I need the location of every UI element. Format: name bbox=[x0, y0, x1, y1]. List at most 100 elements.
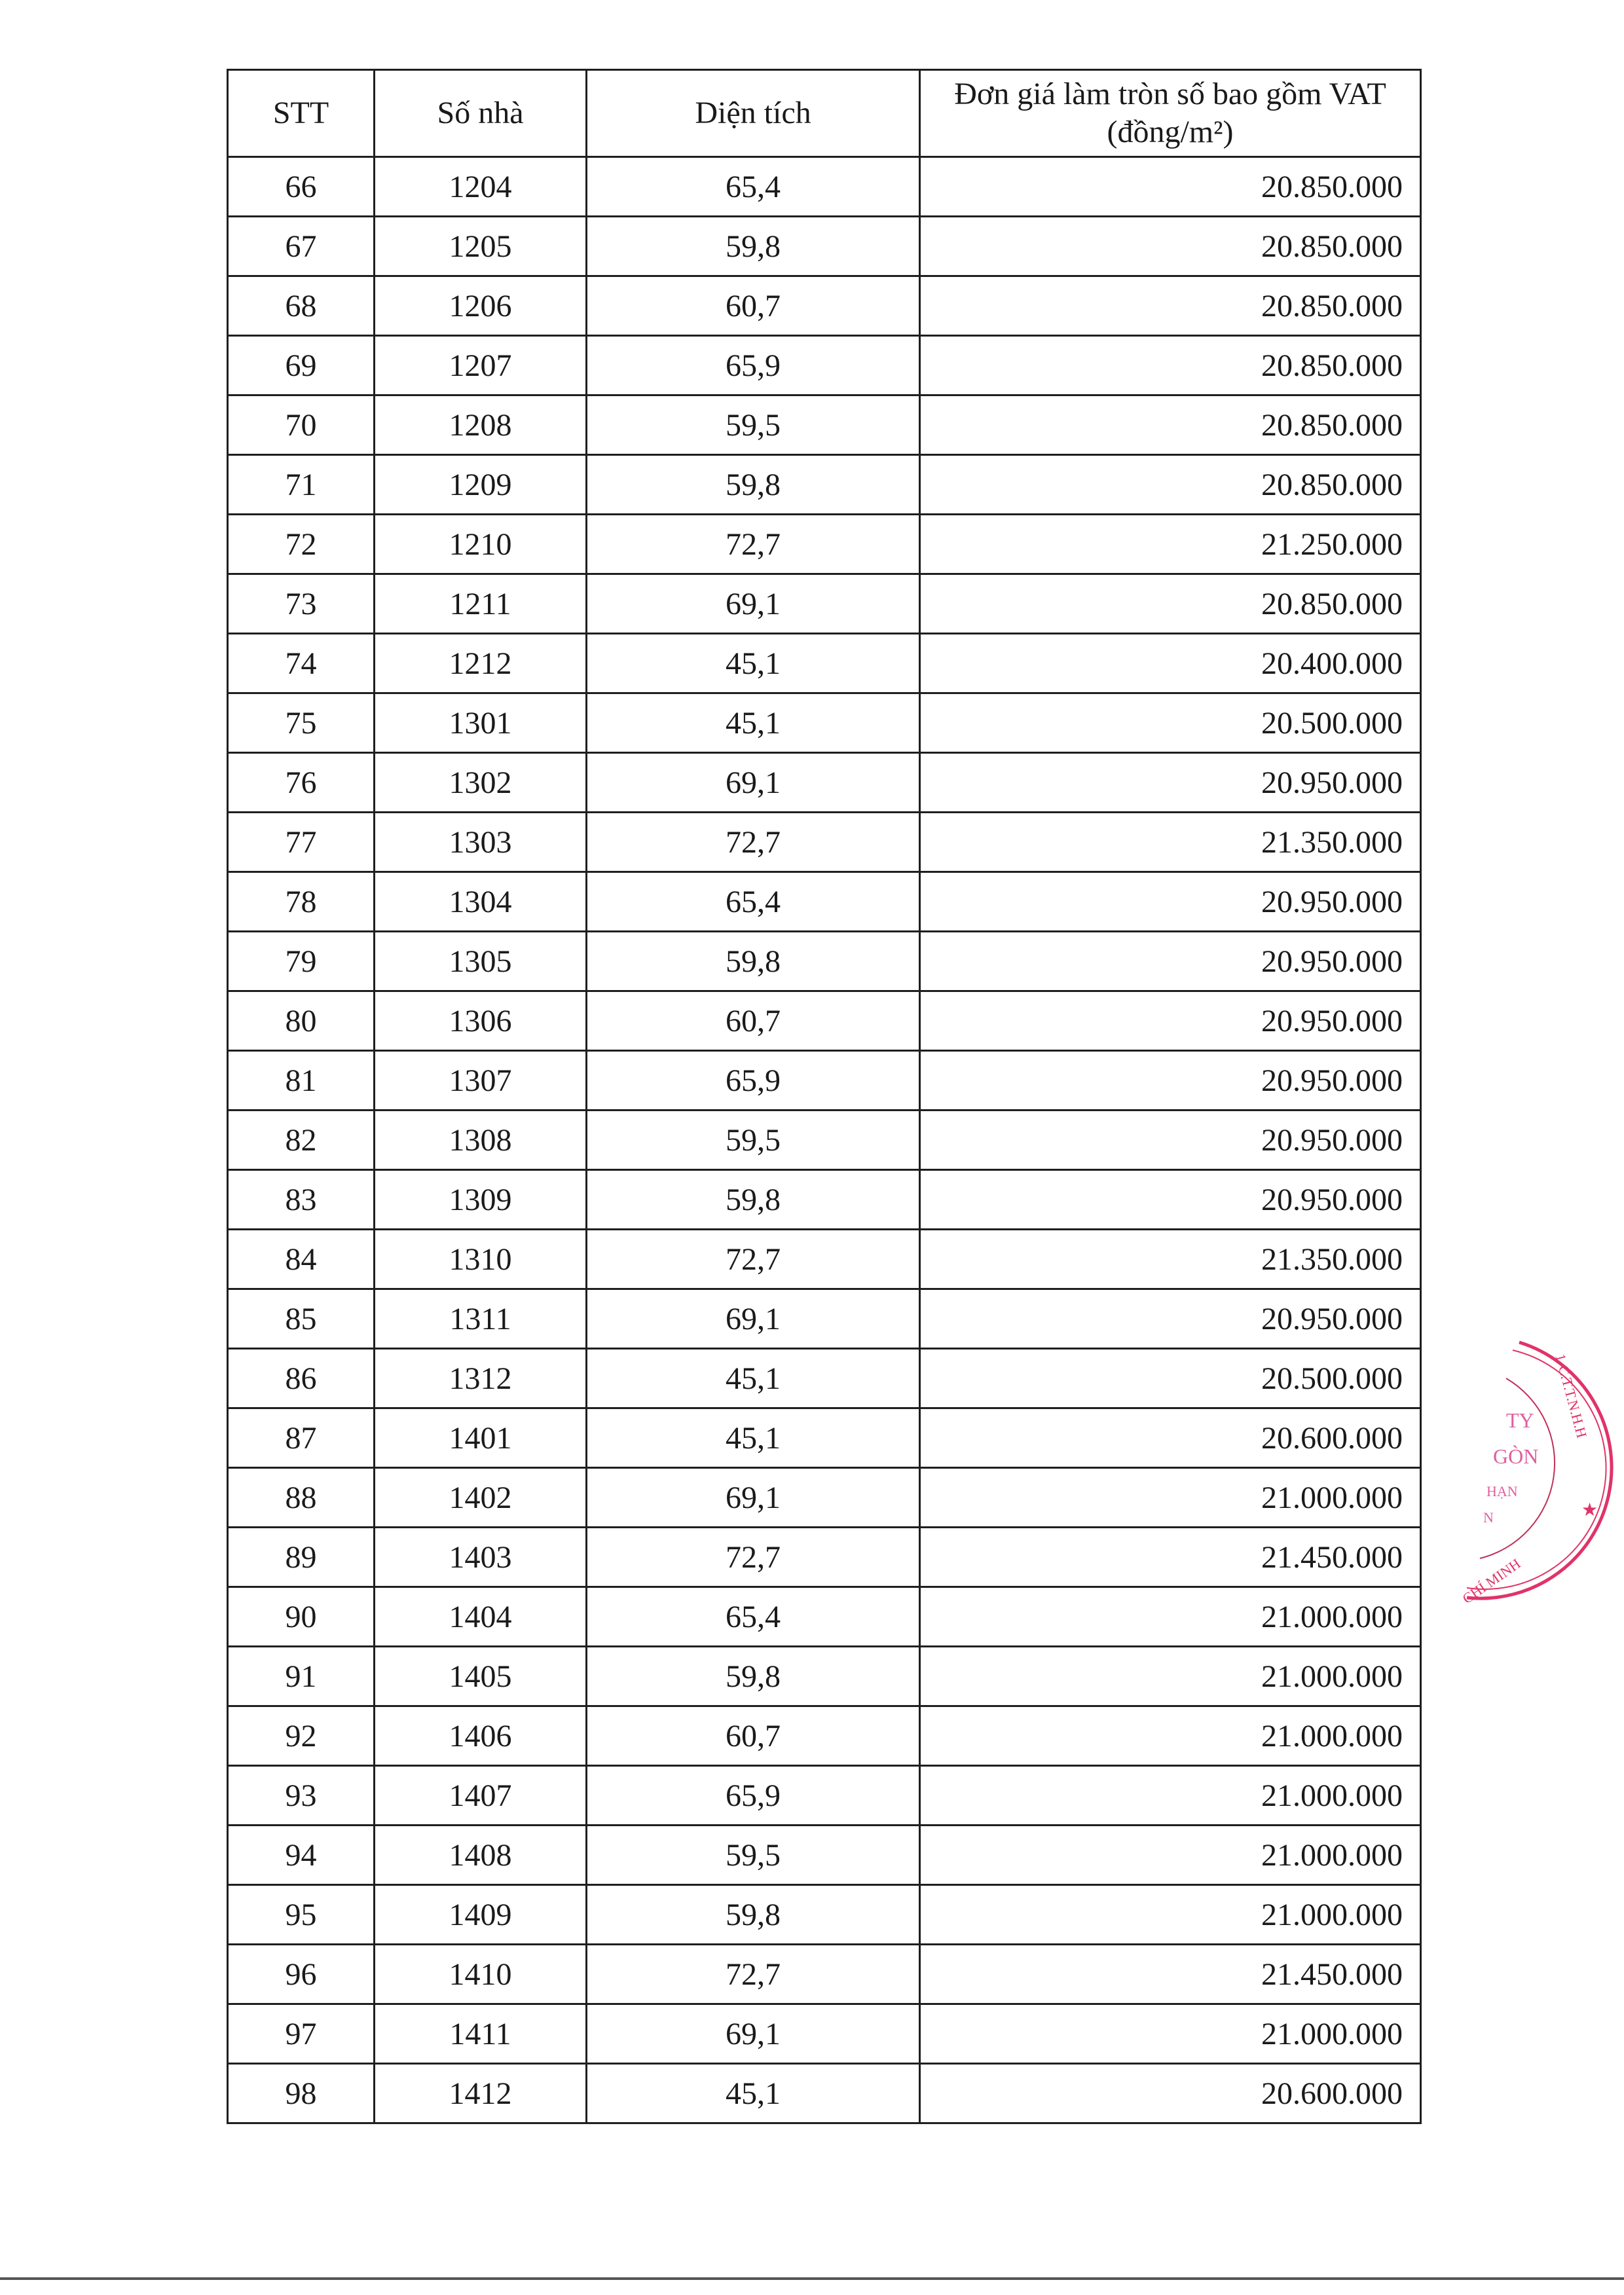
cell-area: 59,8 bbox=[585, 1884, 921, 1945]
cell-house-number: 1405 bbox=[373, 1645, 587, 1707]
cell-stt: 81 bbox=[227, 1050, 375, 1111]
cell-area: 65,4 bbox=[585, 1586, 921, 1647]
cell-unit-price: 20.500.000 bbox=[919, 1348, 1422, 1409]
company-stamp: 1-C.T.T.N.H.H CHÍ MINH ★ TY GÒN HẠN N bbox=[1460, 1340, 1614, 1607]
table-row: 70 1208 59,5 20.850.000 bbox=[227, 394, 1422, 456]
cell-house-number: 1312 bbox=[373, 1348, 587, 1409]
cell-area: 59,5 bbox=[585, 1109, 921, 1171]
table-row: 92 1406 60,7 21.000.000 bbox=[227, 1705, 1422, 1767]
price-table: STT Số nhà Diện tích Đơn giá làm tròn số… bbox=[227, 69, 1422, 2124]
table-row: 80 1306 60,7 20.950.000 bbox=[227, 990, 1422, 1052]
cell-stt: 90 bbox=[227, 1586, 375, 1647]
header-stt: STT bbox=[227, 69, 375, 158]
stamp-text-inner-3: HẠN bbox=[1486, 1483, 1518, 1499]
header-house-number: Số nhà bbox=[373, 69, 587, 158]
cell-house-number: 1304 bbox=[373, 871, 587, 932]
table-row: 84 1310 72,7 21.350.000 bbox=[227, 1228, 1422, 1290]
cell-area: 65,4 bbox=[585, 871, 921, 932]
cell-area: 72,7 bbox=[585, 1943, 921, 2005]
cell-stt: 78 bbox=[227, 871, 375, 932]
table-row: 67 1205 59,8 20.850.000 bbox=[227, 215, 1422, 277]
cell-house-number: 1404 bbox=[373, 1586, 587, 1647]
cell-area: 60,7 bbox=[585, 275, 921, 337]
cell-unit-price: 21.000.000 bbox=[919, 1467, 1422, 1528]
cell-unit-price: 20.950.000 bbox=[919, 1288, 1422, 1349]
cell-house-number: 1212 bbox=[373, 633, 587, 694]
cell-stt: 88 bbox=[227, 1467, 375, 1528]
cell-area: 69,1 bbox=[585, 2003, 921, 2065]
cell-house-number: 1411 bbox=[373, 2003, 587, 2065]
table-row: 86 1312 45,1 20.500.000 bbox=[227, 1348, 1422, 1409]
cell-unit-price: 20.850.000 bbox=[919, 573, 1422, 634]
cell-unit-price: 20.950.000 bbox=[919, 990, 1422, 1052]
table-row: 85 1311 69,1 20.950.000 bbox=[227, 1288, 1422, 1349]
cell-stt: 84 bbox=[227, 1228, 375, 1290]
cell-unit-price: 21.450.000 bbox=[919, 1526, 1422, 1588]
table-row: 88 1402 69,1 21.000.000 bbox=[227, 1467, 1422, 1528]
stamp-text-outer: 1-C.T.T.N.H.H bbox=[1552, 1352, 1590, 1440]
table-row: 94 1408 59,5 21.000.000 bbox=[227, 1824, 1422, 1886]
cell-stt: 72 bbox=[227, 513, 375, 575]
cell-unit-price: 20.850.000 bbox=[919, 394, 1422, 456]
cell-stt: 87 bbox=[227, 1407, 375, 1469]
cell-stt: 93 bbox=[227, 1765, 375, 1826]
table-body: 66 1204 65,4 20.850.000 67 1205 59,8 20.850.000… bbox=[227, 156, 1422, 2124]
cell-unit-price: 21.000.000 bbox=[919, 2003, 1422, 2065]
cell-stt: 91 bbox=[227, 1645, 375, 1707]
cell-stt: 94 bbox=[227, 1824, 375, 1886]
cell-stt: 79 bbox=[227, 930, 375, 992]
cell-unit-price: 20.850.000 bbox=[919, 215, 1422, 277]
cell-house-number: 1306 bbox=[373, 990, 587, 1052]
cell-area: 45,1 bbox=[585, 2063, 921, 2124]
cell-house-number: 1207 bbox=[373, 335, 587, 396]
cell-stt: 68 bbox=[227, 275, 375, 337]
cell-stt: 71 bbox=[227, 454, 375, 515]
cell-area: 59,8 bbox=[585, 930, 921, 992]
cell-stt: 77 bbox=[227, 811, 375, 873]
cell-area: 59,8 bbox=[585, 1169, 921, 1230]
cell-unit-price: 21.450.000 bbox=[919, 1943, 1422, 2005]
cell-area: 65,9 bbox=[585, 335, 921, 396]
cell-unit-price: 21.350.000 bbox=[919, 1228, 1422, 1290]
table-row: 98 1412 45,1 20.600.000 bbox=[227, 2063, 1422, 2124]
cell-unit-price: 21.250.000 bbox=[919, 513, 1422, 575]
cell-area: 69,1 bbox=[585, 752, 921, 813]
cell-house-number: 1303 bbox=[373, 811, 587, 873]
cell-unit-price: 21.000.000 bbox=[919, 1824, 1422, 1886]
cell-house-number: 1208 bbox=[373, 394, 587, 456]
cell-house-number: 1408 bbox=[373, 1824, 587, 1886]
cell-stt: 80 bbox=[227, 990, 375, 1052]
table-row: 93 1407 65,9 21.000.000 bbox=[227, 1765, 1422, 1826]
cell-area: 45,1 bbox=[585, 633, 921, 694]
table-row: 91 1405 59,8 21.000.000 bbox=[227, 1645, 1422, 1707]
cell-house-number: 1309 bbox=[373, 1169, 587, 1230]
cell-area: 60,7 bbox=[585, 990, 921, 1052]
cell-area: 59,5 bbox=[585, 394, 921, 456]
cell-area: 59,8 bbox=[585, 454, 921, 515]
cell-area: 72,7 bbox=[585, 513, 921, 575]
stamp-outer-ring bbox=[1466, 1340, 1614, 1600]
header-row: STT Số nhà Diện tích Đơn giá làm tròn số… bbox=[227, 69, 1422, 158]
cell-house-number: 1310 bbox=[373, 1228, 587, 1290]
cell-unit-price: 20.950.000 bbox=[919, 871, 1422, 932]
cell-stt: 92 bbox=[227, 1705, 375, 1767]
cell-house-number: 1206 bbox=[373, 275, 587, 337]
table-row: 87 1401 45,1 20.600.000 bbox=[227, 1407, 1422, 1469]
cell-house-number: 1402 bbox=[373, 1467, 587, 1528]
cell-stt: 75 bbox=[227, 692, 375, 754]
table-row: 66 1204 65,4 20.850.000 bbox=[227, 156, 1422, 217]
cell-stt: 69 bbox=[227, 335, 375, 396]
table-row: 79 1305 59,8 20.950.000 bbox=[227, 930, 1422, 992]
table-row: 76 1302 69,1 20.950.000 bbox=[227, 752, 1422, 813]
cell-house-number: 1308 bbox=[373, 1109, 587, 1171]
cell-unit-price: 20.950.000 bbox=[919, 1050, 1422, 1111]
cell-unit-price: 21.000.000 bbox=[919, 1765, 1422, 1826]
cell-area: 45,1 bbox=[585, 1407, 921, 1469]
header-unit-price: Đơn giá làm tròn số bao gồm VAT (đồng/m²… bbox=[919, 69, 1422, 158]
cell-house-number: 1401 bbox=[373, 1407, 587, 1469]
table-row: 77 1303 72,7 21.350.000 bbox=[227, 811, 1422, 873]
cell-area: 59,5 bbox=[585, 1824, 921, 1886]
cell-stt: 76 bbox=[227, 752, 375, 813]
cell-house-number: 1406 bbox=[373, 1705, 587, 1767]
cell-area: 72,7 bbox=[585, 811, 921, 873]
